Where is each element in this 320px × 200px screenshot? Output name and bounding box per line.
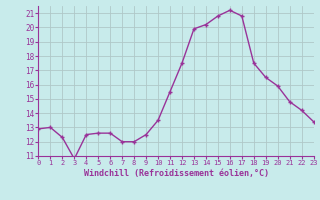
X-axis label: Windchill (Refroidissement éolien,°C): Windchill (Refroidissement éolien,°C)	[84, 169, 268, 178]
